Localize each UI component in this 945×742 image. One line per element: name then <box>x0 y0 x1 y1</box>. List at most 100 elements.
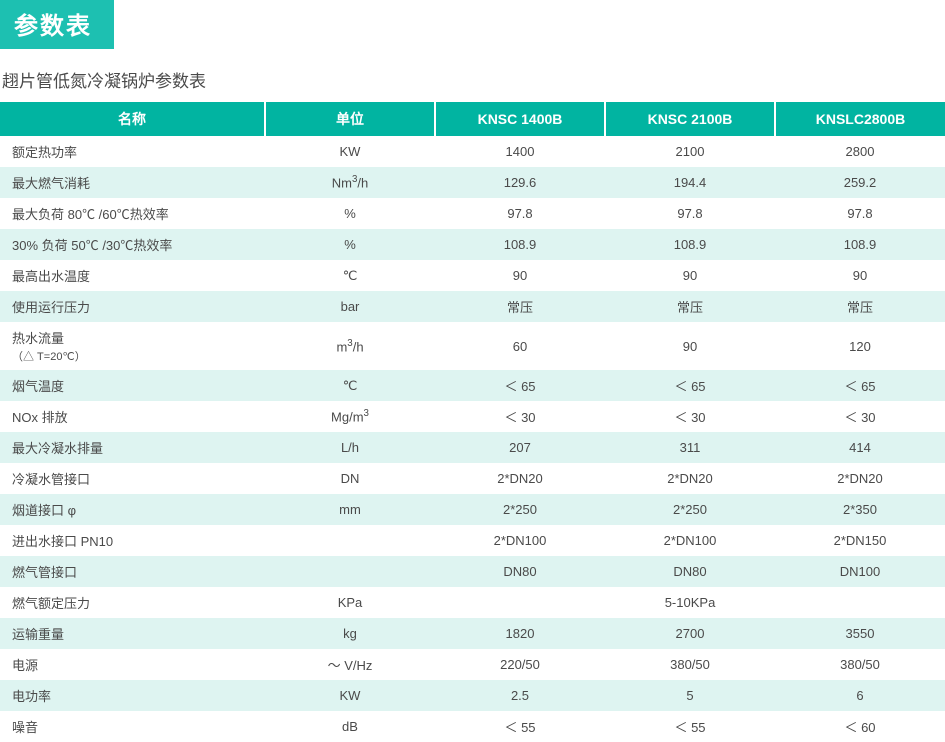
cell-name: 烟道接口 φ <box>0 494 265 525</box>
cell-value: 60 <box>435 322 605 370</box>
cell-unit <box>265 525 435 556</box>
cell-value: 2*250 <box>435 494 605 525</box>
table-header-row: 名称 单位 KNSC 1400B KNSC 2100B KNSLC2800B <box>0 102 945 136</box>
cell-value: 2100 <box>605 136 775 167</box>
cell-value: 常压 <box>435 291 605 322</box>
cell-value: DN80 <box>435 556 605 587</box>
cell-value: 108.9 <box>605 229 775 260</box>
cell-value: ＜ 65 <box>775 370 945 401</box>
cell-name: 最大冷凝水排量 <box>0 432 265 463</box>
cell-value: ＜ 30 <box>775 401 945 432</box>
table-row: 使用运行压力bar常压常压常压 <box>0 291 945 322</box>
cell-value: 90 <box>435 260 605 291</box>
cell-unit: % <box>265 198 435 229</box>
cell-value: ＜ 55 <box>435 711 605 742</box>
cell-unit: DN <box>265 463 435 494</box>
cell-unit: mm <box>265 494 435 525</box>
cell-value: 1820 <box>435 618 605 649</box>
cell-name: 30% 负荷 50℃ /30℃热效率 <box>0 229 265 260</box>
table-row: 烟道接口 φmm2*2502*2502*350 <box>0 494 945 525</box>
cell-name: 进出水接口 PN10 <box>0 525 265 556</box>
cell-value: 311 <box>605 432 775 463</box>
cell-unit: m3/h <box>265 322 435 370</box>
cell-value: 2*DN20 <box>775 463 945 494</box>
cell-value: DN80 <box>605 556 775 587</box>
table-row: 最高出水温度℃909090 <box>0 260 945 291</box>
cell-value: 414 <box>775 432 945 463</box>
cell-value: 129.6 <box>435 167 605 198</box>
cell-value: 97.8 <box>605 198 775 229</box>
cell-value: 220/50 <box>435 649 605 680</box>
cell-name: 最高出水温度 <box>0 260 265 291</box>
table-row: 30% 负荷 50℃ /30℃热效率%108.9108.9108.9 <box>0 229 945 260</box>
table-row: 电源～ V/Hz220/50380/50380/50 <box>0 649 945 680</box>
cell-unit: ℃ <box>265 260 435 291</box>
cell-name: 冷凝水管接口 <box>0 463 265 494</box>
title-badge: 参数表 <box>0 0 114 49</box>
cell-value: 2*DN20 <box>435 463 605 494</box>
cell-value: 380/50 <box>775 649 945 680</box>
cell-unit: kg <box>265 618 435 649</box>
table-row: 电功率KW2.556 <box>0 680 945 711</box>
table-row: 噪音dB＜ 55＜ 55＜ 60 <box>0 711 945 742</box>
cell-name: 热水流量（△ T=20℃） <box>0 322 265 370</box>
cell-value-merged: 5-10KPa <box>435 587 945 618</box>
cell-unit: L/h <box>265 432 435 463</box>
cell-value: 常压 <box>605 291 775 322</box>
spec-table: 名称 单位 KNSC 1400B KNSC 2100B KNSLC2800B 额… <box>0 102 945 742</box>
cell-name: 最大燃气消耗 <box>0 167 265 198</box>
cell-value: 2*350 <box>775 494 945 525</box>
col-header: KNSLC2800B <box>775 102 945 136</box>
table-row: 燃气额定压力KPa5-10KPa <box>0 587 945 618</box>
cell-name: NOx 排放 <box>0 401 265 432</box>
subtitle: 趐片管低氮冷凝锅炉参数表 <box>2 67 945 92</box>
cell-value: 2*DN100 <box>435 525 605 556</box>
cell-unit: KPa <box>265 587 435 618</box>
cell-value: 207 <box>435 432 605 463</box>
cell-value: 2*DN150 <box>775 525 945 556</box>
cell-name: 运输重量 <box>0 618 265 649</box>
table-row: 燃气管接口DN80DN80DN100 <box>0 556 945 587</box>
table-row: 额定热功率KW140021002800 <box>0 136 945 167</box>
cell-name: 燃气额定压力 <box>0 587 265 618</box>
cell-value: 380/50 <box>605 649 775 680</box>
cell-value: ＜ 60 <box>775 711 945 742</box>
cell-name: 额定热功率 <box>0 136 265 167</box>
cell-value: 常压 <box>775 291 945 322</box>
cell-value: 3550 <box>775 618 945 649</box>
cell-value: 90 <box>605 260 775 291</box>
cell-unit: KW <box>265 680 435 711</box>
cell-name: 噪音 <box>0 711 265 742</box>
cell-value: 2*250 <box>605 494 775 525</box>
cell-unit <box>265 556 435 587</box>
cell-value: 2700 <box>605 618 775 649</box>
cell-value: 6 <box>775 680 945 711</box>
table-row: 运输重量kg182027003550 <box>0 618 945 649</box>
cell-value: 5 <box>605 680 775 711</box>
table-row: 进出水接口 PN102*DN1002*DN1002*DN150 <box>0 525 945 556</box>
cell-value: ＜ 65 <box>605 370 775 401</box>
table-row: 最大燃气消耗Nm3/h129.6194.4259.2 <box>0 167 945 198</box>
cell-value: 108.9 <box>435 229 605 260</box>
cell-name: 电功率 <box>0 680 265 711</box>
cell-unit: Nm3/h <box>265 167 435 198</box>
cell-unit: ～ V/Hz <box>265 649 435 680</box>
cell-value: ＜ 55 <box>605 711 775 742</box>
cell-value: 2*DN20 <box>605 463 775 494</box>
cell-value: ＜ 65 <box>435 370 605 401</box>
cell-name: 最大负荷 80℃ /60℃热效率 <box>0 198 265 229</box>
col-header: KNSC 1400B <box>435 102 605 136</box>
table-row: 最大负荷 80℃ /60℃热效率%97.897.897.8 <box>0 198 945 229</box>
cell-value: 97.8 <box>775 198 945 229</box>
cell-value: 90 <box>605 322 775 370</box>
table-row: 热水流量（△ T=20℃）m3/h6090120 <box>0 322 945 370</box>
col-header: KNSC 2100B <box>605 102 775 136</box>
cell-unit: ℃ <box>265 370 435 401</box>
cell-name: 烟气温度 <box>0 370 265 401</box>
cell-name: 使用运行压力 <box>0 291 265 322</box>
cell-value: ＜ 30 <box>605 401 775 432</box>
table-row: NOx 排放Mg/m3＜ 30＜ 30＜ 30 <box>0 401 945 432</box>
cell-value: 259.2 <box>775 167 945 198</box>
cell-value: DN100 <box>775 556 945 587</box>
cell-unit: Mg/m3 <box>265 401 435 432</box>
